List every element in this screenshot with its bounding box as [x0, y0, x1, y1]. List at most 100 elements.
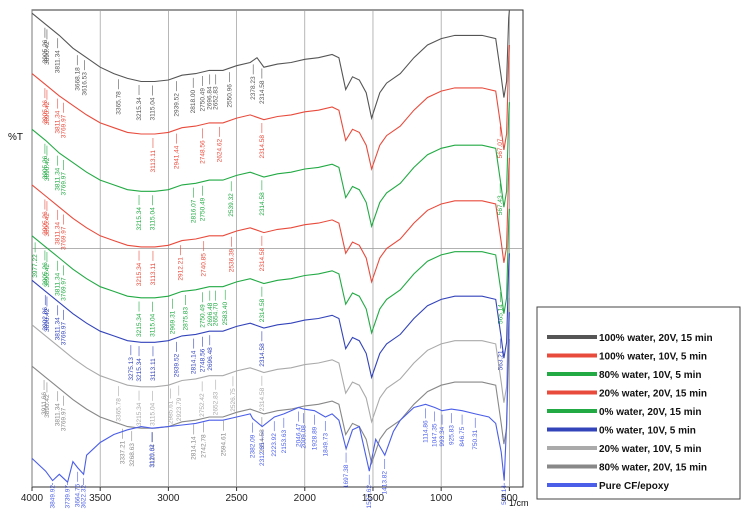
- peak-label: 3215.34: [136, 97, 143, 121]
- peak-label: 2046.47: [295, 423, 302, 447]
- peak-label: 2652.83: [213, 391, 220, 415]
- peak-label: 3890.42: [44, 101, 51, 125]
- peak-label: 2654.70: [213, 302, 220, 326]
- peak-label: 3113.11: [150, 358, 157, 381]
- peak-label: 2223.92: [271, 433, 278, 457]
- peak-label: 2939.52: [174, 93, 181, 117]
- y-axis-label: %T: [8, 132, 23, 143]
- peak-label: 3902.86: [42, 307, 49, 331]
- peak-label: 3890.42: [44, 157, 51, 181]
- peak-label: 2314.58: [259, 248, 266, 272]
- x-tick-label: 500: [501, 493, 518, 504]
- peak-label: 1849.73: [322, 433, 329, 457]
- peak-label: 3905.26: [42, 39, 49, 63]
- peak-label: 563.21: [498, 350, 505, 370]
- peak-label: 3811.34: [55, 272, 62, 295]
- x-axis-ticks: 4000 3500 3000 2500 2000 1500 1000 500: [21, 487, 518, 504]
- legend-label: 0% water, 10V, 5 min: [599, 426, 696, 437]
- peak-label: 3811.34: [55, 317, 62, 340]
- peak-label: 2875.83: [182, 307, 189, 331]
- peak-label: 2314.58: [259, 429, 266, 453]
- peak-label: 3215.34: [136, 313, 143, 337]
- peak-label: 2969.31: [170, 310, 177, 334]
- peak-label: 3905.26: [42, 155, 49, 179]
- peak-label: 2314.58: [259, 343, 266, 367]
- legend-label: 80% water, 10V, 5 min: [599, 370, 701, 381]
- legend-label: 100% water, 20V, 15 min: [599, 333, 713, 344]
- peak-label: 2912.21: [177, 257, 184, 281]
- peak-label: 567.43: [497, 195, 504, 215]
- peak-label: 3616.53: [81, 72, 88, 96]
- x-tick-label: 2000: [294, 493, 317, 504]
- x-tick-label: 4000: [21, 493, 44, 504]
- peak-label: 3115.04: [150, 97, 157, 120]
- series-6: 3365.78 3215.34 3115.04 2985.61 2923.79 2752.…: [31, 297, 510, 426]
- x-tick-label: 2500: [225, 493, 248, 504]
- peak-label: 1928.89: [312, 426, 319, 450]
- peak-label: 3215.34: [136, 358, 143, 382]
- x-tick-label: 1500: [362, 493, 385, 504]
- peak-label: 3811.34: [55, 110, 62, 133]
- peak-label: 3811.34: [55, 167, 62, 190]
- peak-label: 2536.39: [229, 248, 236, 272]
- series-line: [31, 102, 510, 229]
- peak-label: 2752.42: [199, 393, 206, 417]
- peak-label: 567.07: [497, 138, 504, 158]
- peak-label: 925.83: [448, 425, 455, 445]
- peak-label: 1114.86: [423, 420, 430, 443]
- peak-label: 2750.49: [199, 304, 206, 328]
- peak-label: 2939.52: [174, 353, 181, 377]
- series-line: [31, 297, 510, 424]
- x-tick-label: 1000: [430, 493, 453, 504]
- peak-label: 2624.62: [217, 139, 224, 163]
- peak-label: 993.34: [439, 426, 446, 446]
- peak-label: 3215.34: [136, 402, 143, 426]
- peak-label: 2594.61: [221, 432, 228, 456]
- legend-label: 20% water, 20V, 15 min: [599, 389, 707, 400]
- peak-label: 2814.14: [191, 436, 198, 460]
- peak-label: 1047.35: [432, 423, 439, 447]
- peak-label: 3811.34: [55, 222, 62, 245]
- peak-label: 2750.49: [199, 197, 206, 221]
- legend-label: Pure CF/epoxy: [599, 481, 669, 492]
- legend-label: 20% water, 10V, 5 min: [599, 444, 701, 455]
- peak-label: 3769.97: [60, 277, 67, 301]
- peak-label: 2750.49: [199, 88, 206, 112]
- x-tick-label: 3500: [89, 493, 112, 504]
- peak-label: 3769.97: [60, 322, 67, 346]
- legend-label: 0% water, 20V, 15 min: [599, 407, 701, 418]
- series-line: [31, 339, 510, 466]
- peak-label: 3890.42: [44, 41, 51, 65]
- peak-label: 3911.66: [41, 392, 48, 415]
- peak-label: 2652.83: [213, 86, 220, 110]
- peak-label: 3120.62: [149, 444, 156, 468]
- peak-label: 2314.58: [259, 298, 266, 322]
- peak-label: 2748.56: [200, 140, 207, 164]
- peak-label: 2814.14: [191, 350, 198, 374]
- peak-label: 3769.97: [60, 114, 67, 138]
- peak-label: 3890.42: [44, 394, 51, 418]
- x-axis-unit: 1/cm: [509, 498, 529, 508]
- peak-label: 3890.42: [44, 213, 51, 237]
- peak-label: 3365.78: [116, 91, 123, 115]
- peak-label: 3215.34: [136, 262, 143, 286]
- peak-label: 3890.42: [44, 264, 51, 288]
- peak-label: 2526.75: [230, 388, 237, 412]
- peak-label: 1697.38: [343, 464, 350, 488]
- peak-label: 3664.75: [75, 483, 82, 507]
- series-line: [31, 208, 510, 335]
- peak-label: 538.14: [501, 485, 508, 505]
- peak-label: 3668.18: [74, 67, 81, 91]
- peak-label: 2696.84: [207, 86, 214, 110]
- peak-label: 2539.32: [228, 193, 235, 217]
- peak-label: 3115.04: [150, 207, 157, 230]
- peak-label: 2312.65: [259, 442, 266, 466]
- peak-label: 2314.58: [259, 387, 266, 411]
- legend-label: 100% water, 10V, 5 min: [599, 352, 707, 363]
- peak-label: 2740.85: [201, 253, 208, 277]
